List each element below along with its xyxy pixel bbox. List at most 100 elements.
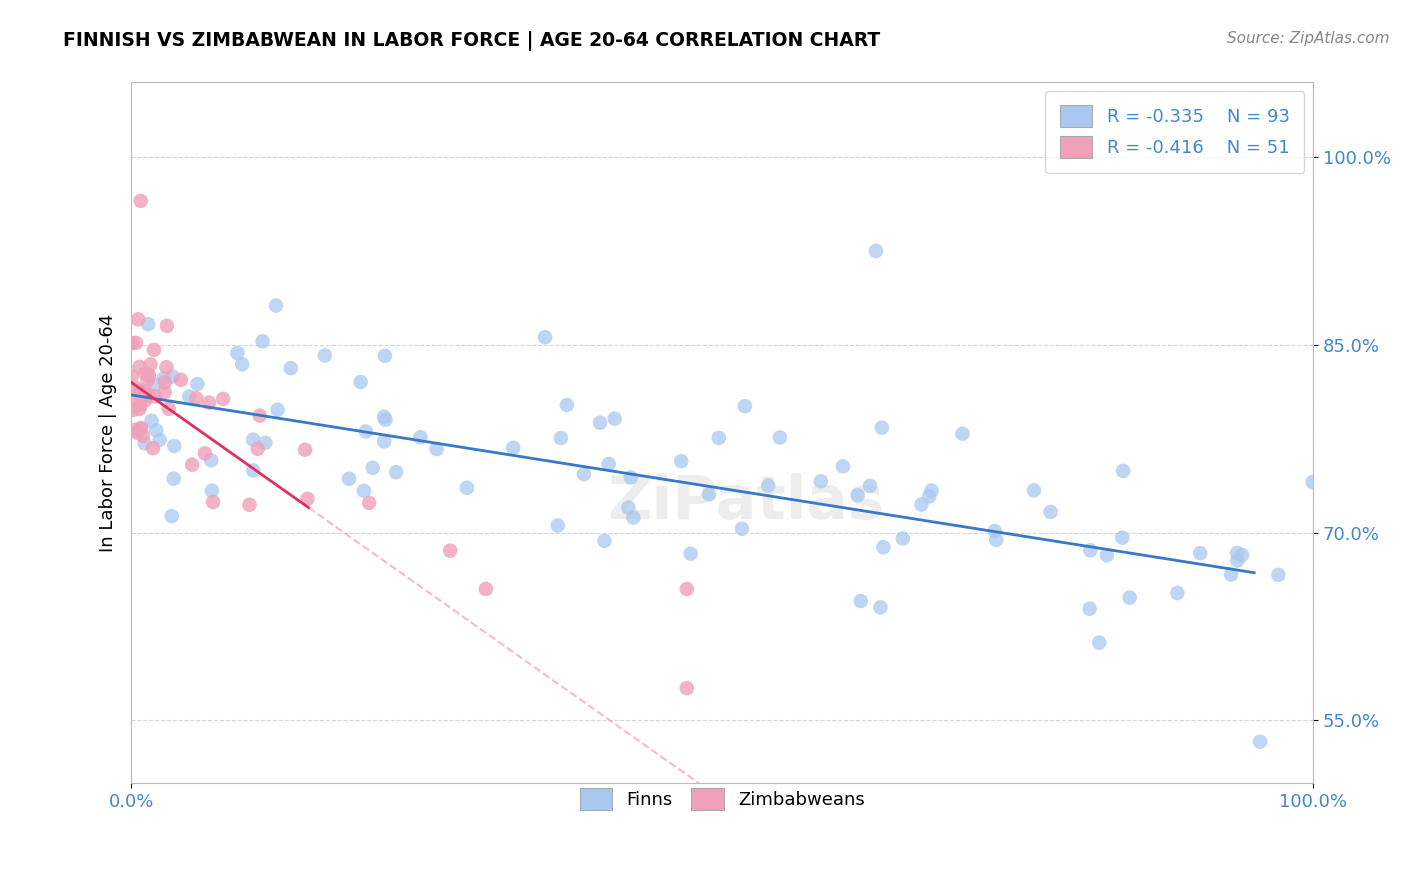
Point	[359, 496, 381, 510]
Point	[769, 430, 792, 444]
Point	[297, 491, 319, 506]
Point	[134, 436, 156, 450]
Point	[294, 442, 316, 457]
Point	[179, 389, 201, 403]
Point	[891, 532, 914, 546]
Point	[132, 429, 155, 443]
Point	[186, 392, 208, 406]
Point	[129, 388, 152, 402]
Point	[697, 487, 720, 501]
Point	[910, 498, 932, 512]
Point	[547, 518, 569, 533]
Point	[231, 357, 253, 371]
Point	[621, 510, 644, 524]
Point	[226, 346, 249, 360]
Point	[143, 389, 166, 403]
Point	[157, 401, 180, 416]
Point	[354, 425, 377, 439]
Point	[242, 433, 264, 447]
Point	[617, 500, 640, 515]
Point	[162, 369, 184, 384]
Point	[849, 594, 872, 608]
Point	[374, 413, 396, 427]
Point	[121, 336, 143, 351]
Point	[675, 582, 697, 596]
Point	[128, 402, 150, 417]
Point	[138, 368, 160, 382]
Point	[1166, 586, 1188, 600]
Point	[1118, 591, 1140, 605]
Point	[201, 483, 224, 498]
Point	[143, 377, 166, 392]
Point	[129, 194, 152, 208]
Point	[361, 460, 384, 475]
Point	[314, 348, 336, 362]
Point	[986, 533, 1008, 547]
Point	[181, 458, 204, 472]
Point	[136, 373, 159, 387]
Point	[125, 425, 148, 440]
Point	[589, 416, 612, 430]
Point	[138, 388, 160, 402]
Point	[337, 472, 360, 486]
Point	[1226, 553, 1249, 567]
Point	[1220, 567, 1243, 582]
Point	[869, 600, 891, 615]
Point	[1022, 483, 1045, 498]
Point	[125, 335, 148, 350]
Point	[141, 414, 163, 428]
Point	[138, 369, 160, 384]
Point	[153, 371, 176, 385]
Point	[1095, 548, 1118, 562]
Y-axis label: In Labor Force | Age 20-64: In Labor Force | Age 20-64	[100, 313, 117, 551]
Point	[984, 524, 1007, 538]
Point	[1078, 543, 1101, 558]
Point	[156, 318, 179, 333]
Point	[1039, 505, 1062, 519]
Point	[1267, 567, 1289, 582]
Point	[872, 540, 894, 554]
Point	[353, 483, 375, 498]
Point	[249, 409, 271, 423]
Point	[186, 377, 208, 392]
Point	[865, 244, 887, 258]
Point	[555, 398, 578, 412]
Point	[194, 446, 217, 460]
Point	[870, 421, 893, 435]
Point	[264, 299, 287, 313]
Point	[679, 547, 702, 561]
Point	[409, 430, 432, 444]
Point	[671, 454, 693, 468]
Point	[246, 442, 269, 456]
Text: FINNISH VS ZIMBABWEAN IN LABOR FORCE | AGE 20-64 CORRELATION CHART: FINNISH VS ZIMBABWEAN IN LABOR FORCE | A…	[63, 31, 880, 51]
Point	[202, 495, 225, 509]
Point	[252, 334, 274, 349]
Point	[129, 399, 152, 413]
Point	[731, 522, 754, 536]
Point	[136, 317, 159, 331]
Text: Source: ZipAtlas.com: Source: ZipAtlas.com	[1226, 31, 1389, 46]
Point	[832, 459, 855, 474]
Point	[572, 467, 595, 482]
Point	[593, 533, 616, 548]
Point	[145, 423, 167, 437]
Point	[155, 360, 177, 375]
Point	[373, 434, 395, 449]
Text: ZiPatlas: ZiPatlas	[607, 473, 884, 533]
Point	[129, 421, 152, 435]
Point	[212, 392, 235, 406]
Point	[266, 402, 288, 417]
Point	[952, 426, 974, 441]
Point	[198, 395, 221, 409]
Point	[534, 330, 557, 344]
Point	[426, 442, 449, 456]
Point	[707, 431, 730, 445]
Point	[374, 349, 396, 363]
Point	[122, 402, 145, 417]
Point	[475, 582, 498, 596]
Point	[128, 384, 150, 398]
Point	[1226, 546, 1249, 560]
Point	[810, 475, 832, 489]
Point	[1230, 548, 1253, 562]
Point	[170, 373, 193, 387]
